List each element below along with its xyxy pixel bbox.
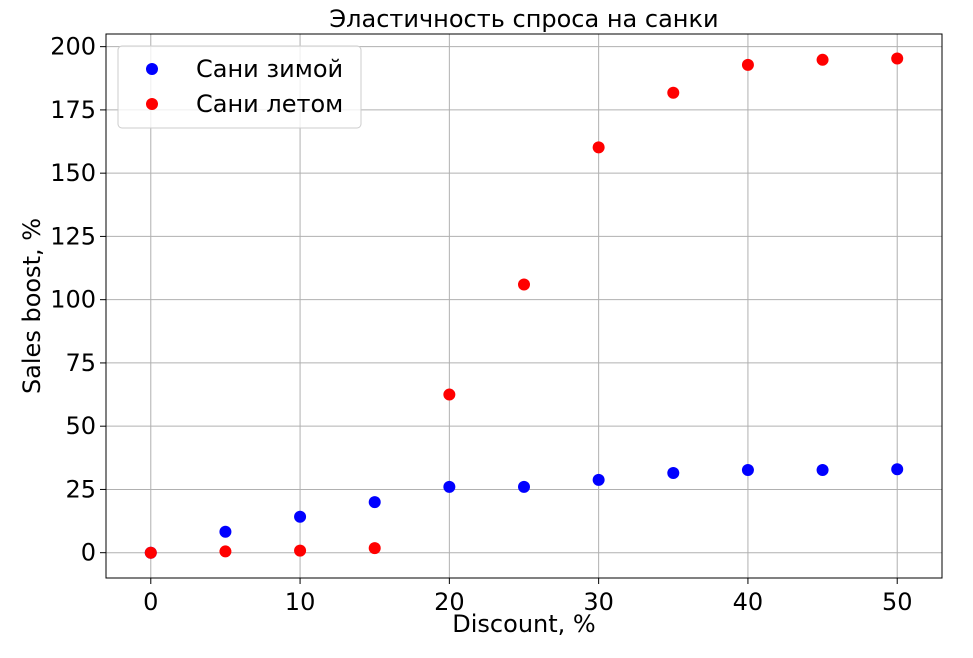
summer-point: [144, 546, 157, 559]
legend: Сани зимой Сани летом: [117, 45, 362, 129]
summer-point: [294, 544, 307, 557]
summer-point: [592, 141, 605, 154]
plot-frame: [105, 33, 943, 579]
winter-point: [294, 510, 307, 523]
x-tick-label: 10: [285, 588, 316, 616]
y-tick-label: 200: [50, 33, 96, 61]
legend-box: [117, 45, 362, 129]
data-points: [144, 52, 904, 559]
summer-point: [816, 53, 829, 66]
y-tick-label: 100: [50, 286, 96, 314]
legend-marker-winter: [146, 63, 158, 75]
x-tick-label: 20: [434, 588, 465, 616]
winter-point: [741, 463, 754, 476]
legend-marker-summer: [146, 98, 158, 110]
y-tick-label: 25: [65, 475, 96, 503]
winter-point: [368, 496, 381, 509]
winter-point: [443, 480, 456, 493]
summer-point: [891, 52, 904, 65]
y-tick-label: 150: [50, 159, 96, 187]
summer-point: [741, 58, 754, 71]
x-tick-label: 40: [733, 588, 764, 616]
chart-title: Эластичность спроса на санки: [329, 5, 718, 33]
winter-point: [219, 525, 232, 538]
summer-point: [368, 542, 381, 555]
x-axis-ticks: 0 10 20 30 40 50: [143, 578, 912, 616]
y-tick-label: 50: [65, 412, 96, 440]
y-axis-label: Sales boost, %: [18, 218, 46, 394]
summer-point: [443, 388, 456, 401]
y-tick-label: 0: [81, 539, 96, 567]
x-tick-label: 50: [882, 588, 913, 616]
y-tick-label: 175: [50, 96, 96, 124]
winter-point: [667, 466, 680, 479]
x-axis-label: Discount, %: [452, 610, 595, 638]
y-tick-label: 125: [50, 222, 96, 250]
grid: [106, 34, 942, 578]
summer-point: [219, 545, 232, 558]
x-tick-label: 0: [143, 588, 158, 616]
legend-label-winter: Сани зимой: [196, 55, 343, 83]
legend-label-summer: Сани летом: [196, 90, 343, 118]
x-tick-label: 30: [583, 588, 614, 616]
winter-point: [518, 480, 530, 493]
y-tick-label: 75: [65, 349, 96, 377]
summer-point: [518, 278, 530, 291]
winter-point: [592, 473, 605, 486]
winter-point: [891, 463, 904, 476]
winter-point: [816, 463, 829, 476]
y-axis-ticks: 0 25 50 75 100 125 150 175 200: [50, 33, 106, 567]
summer-point: [667, 86, 680, 99]
